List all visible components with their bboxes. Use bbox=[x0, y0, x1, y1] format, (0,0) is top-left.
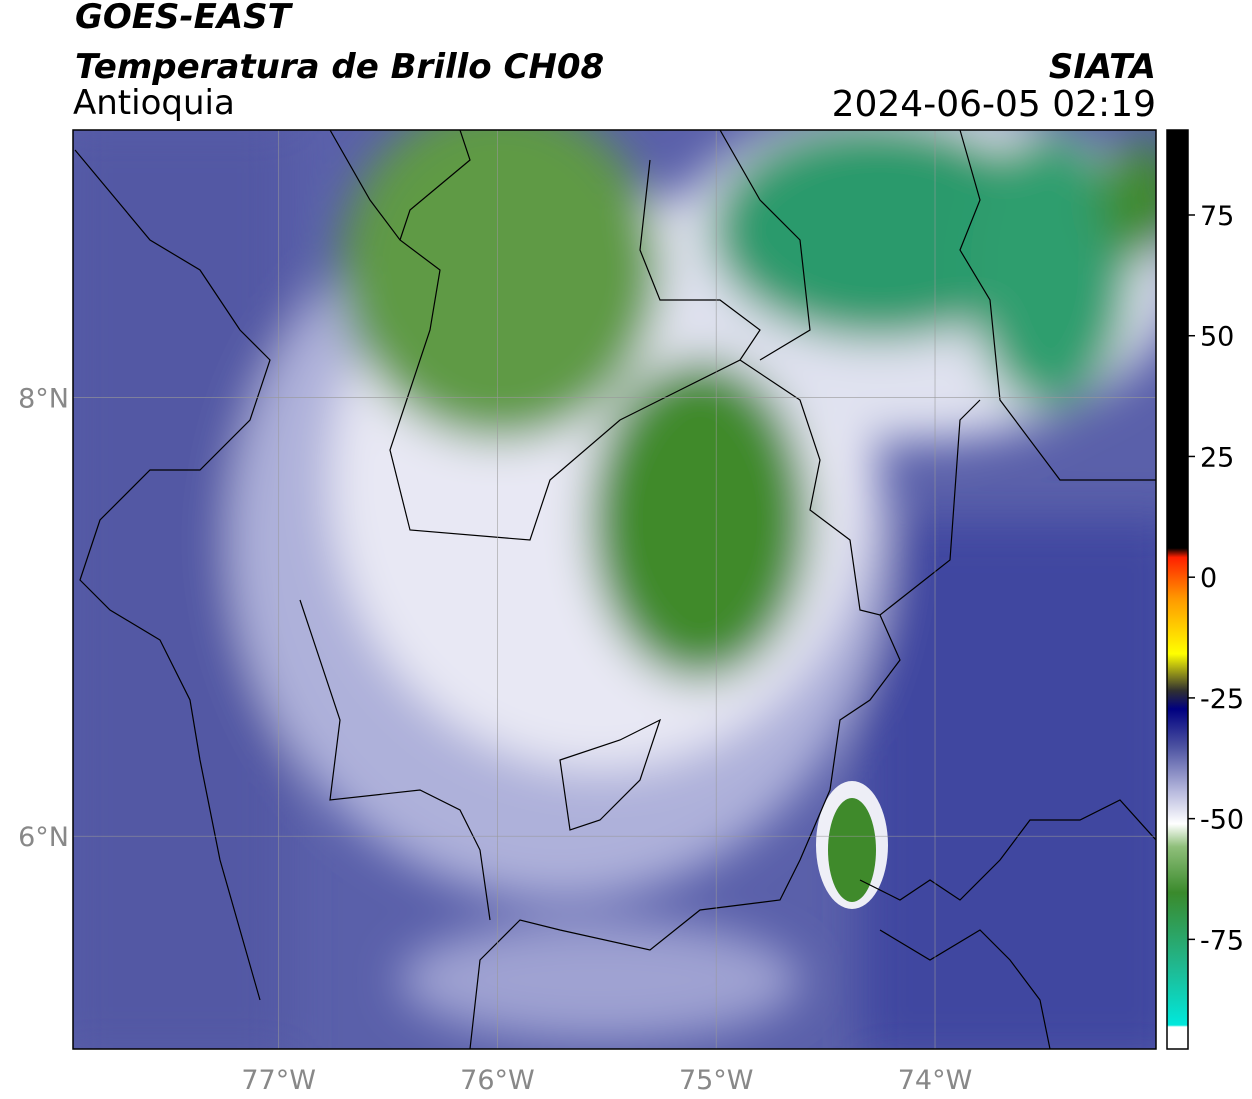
colorbar-tick-label: 75 bbox=[1200, 201, 1234, 232]
colorbar-tick-label: -25 bbox=[1200, 684, 1244, 715]
colorbar-tick-label: -75 bbox=[1200, 925, 1244, 956]
subtitle: Temperatura de Brillo CH08 bbox=[75, 47, 604, 87]
colorbar-tick-label: 0 bbox=[1200, 563, 1217, 594]
colorbar-tick-label: -50 bbox=[1200, 805, 1244, 836]
title: GOES-EAST bbox=[75, 0, 294, 37]
map-image bbox=[73, 130, 1156, 1049]
x-tick-label: 75°W bbox=[679, 1065, 754, 1096]
map-frame bbox=[72, 129, 1157, 1050]
y-tick-label: 8°N bbox=[18, 384, 69, 415]
colorbar bbox=[1166, 129, 1189, 1050]
x-tick-label: 74°W bbox=[898, 1065, 973, 1096]
x-tick-label: 77°W bbox=[241, 1065, 316, 1096]
x-tick-label: 76°W bbox=[460, 1065, 535, 1096]
datetime: 2024-06-05 02:19 bbox=[832, 84, 1156, 125]
colorbar-tick-label: 50 bbox=[1200, 322, 1234, 353]
region: Antioquia bbox=[73, 83, 235, 123]
source: SIATA bbox=[1049, 47, 1156, 87]
y-tick-label: 6°N bbox=[18, 822, 69, 853]
colorbar-tick-label: 25 bbox=[1200, 442, 1234, 473]
